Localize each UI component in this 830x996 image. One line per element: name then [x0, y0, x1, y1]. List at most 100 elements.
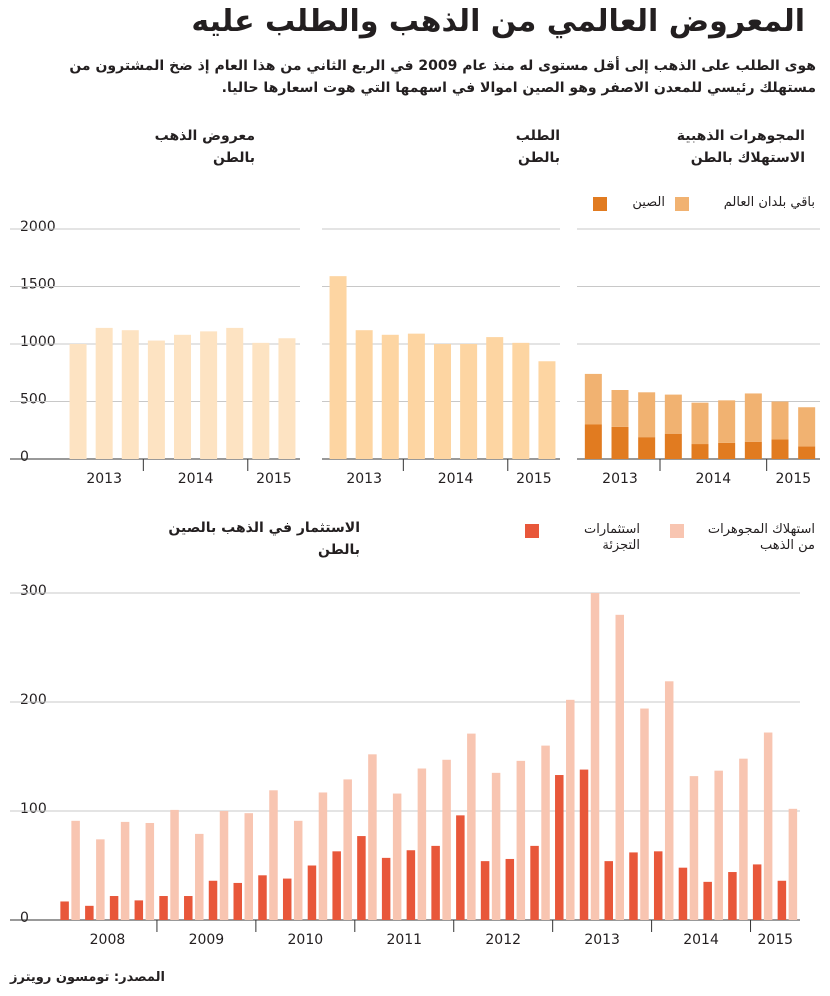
legend-label: باقي بلدان العالم — [723, 195, 815, 210]
source: المصدر: تومسون رويترز — [10, 970, 165, 985]
panel-unit: بالطن — [212, 150, 255, 166]
bar-segment — [744, 393, 762, 442]
x-tick-label: 2014 — [178, 471, 214, 487]
bar — [491, 772, 501, 920]
panel-title: الطلب — [515, 128, 560, 144]
bar — [244, 813, 253, 920]
bar — [159, 896, 168, 920]
bar — [145, 822, 155, 920]
bar — [134, 900, 144, 920]
bar — [456, 815, 465, 920]
bar — [467, 733, 476, 920]
legend-label: استثمارات التجزئة — [584, 522, 640, 553]
bar — [406, 850, 416, 920]
bar-segment — [638, 437, 656, 459]
x-tick-label: 2012 — [485, 932, 521, 948]
bar — [60, 901, 69, 920]
legend-swatch — [593, 197, 607, 211]
bar-segment — [798, 446, 816, 459]
y-tick-label: 300 — [20, 583, 47, 599]
bar-segment — [664, 433, 682, 459]
bar — [442, 759, 451, 920]
bar — [258, 875, 267, 920]
bar — [689, 776, 699, 920]
x-tick-label: 2008 — [90, 932, 126, 948]
bar — [486, 337, 504, 459]
bar — [777, 880, 787, 920]
x-tick-label: 2010 — [288, 932, 324, 948]
bar — [96, 839, 105, 920]
bar — [512, 342, 530, 459]
x-tick-label: 2013 — [584, 932, 620, 948]
y-tick-label: 100 — [20, 801, 47, 817]
legend-swatch — [525, 524, 539, 538]
bar — [640, 708, 649, 920]
bar — [530, 845, 539, 920]
bar — [85, 905, 94, 920]
panel-title: المجوهرات الذهبية — [676, 128, 805, 144]
bar — [329, 276, 347, 459]
x-tick-label: 2013 — [86, 471, 122, 487]
y-tick-label: 500 — [20, 392, 47, 408]
bar — [95, 327, 113, 459]
bar-segment — [718, 442, 736, 459]
bar — [703, 881, 712, 920]
bar — [678, 867, 688, 920]
bar — [590, 593, 600, 920]
bar — [615, 614, 624, 920]
bar — [269, 790, 278, 920]
page-title: المعروض العالمي من الذهب والطلب عليه — [191, 4, 805, 39]
bar — [381, 857, 391, 920]
bar — [343, 779, 352, 920]
bar — [417, 768, 427, 920]
bar — [170, 809, 179, 920]
bar — [282, 878, 292, 920]
panel-unit: بالطن — [317, 542, 360, 558]
bar — [538, 361, 556, 459]
bar — [653, 851, 663, 920]
bar — [664, 681, 674, 920]
legend-label: استهلاك المجوهرات من الذهب — [707, 522, 815, 553]
bar — [195, 833, 204, 920]
y-tick-label: 0 — [20, 449, 29, 465]
bar — [407, 333, 425, 459]
subtitle-line: مستهلك رئيسي للمعدن الاصفر وهو الصين امو… — [221, 80, 816, 96]
bar — [788, 808, 798, 920]
bar — [109, 896, 119, 920]
bar — [460, 344, 478, 459]
panel-unit: الاستهلاك بالطن — [690, 150, 805, 166]
bar — [293, 820, 303, 920]
bar — [763, 732, 773, 920]
panel-title: الاستثمار في الذهب بالصين — [168, 520, 360, 536]
bar — [505, 858, 515, 920]
x-tick-label: 2014 — [696, 471, 732, 487]
bar — [184, 896, 193, 920]
bar — [728, 872, 737, 920]
legend-swatch — [675, 197, 689, 211]
bar-segment — [771, 439, 789, 459]
bar — [516, 760, 526, 920]
panel-unit: بالطن — [517, 150, 560, 166]
bar-segment — [611, 390, 629, 427]
bar — [233, 882, 242, 920]
legend-label: الصين — [632, 195, 665, 210]
bar — [307, 865, 317, 920]
bar — [200, 331, 218, 459]
y-tick-label: 200 — [20, 692, 47, 708]
bar — [566, 699, 575, 920]
bar — [69, 344, 87, 459]
bar-segment — [798, 407, 816, 447]
bar — [208, 880, 218, 920]
bar-segment — [691, 444, 709, 459]
bar — [381, 334, 399, 459]
bar — [541, 745, 550, 920]
bar — [278, 338, 296, 459]
bar-segment — [744, 441, 762, 459]
bar — [226, 327, 244, 459]
bar-segment — [638, 392, 656, 438]
x-tick-label: 2015 — [757, 932, 793, 948]
bar — [332, 851, 341, 920]
y-tick-label: 2000 — [20, 219, 56, 235]
